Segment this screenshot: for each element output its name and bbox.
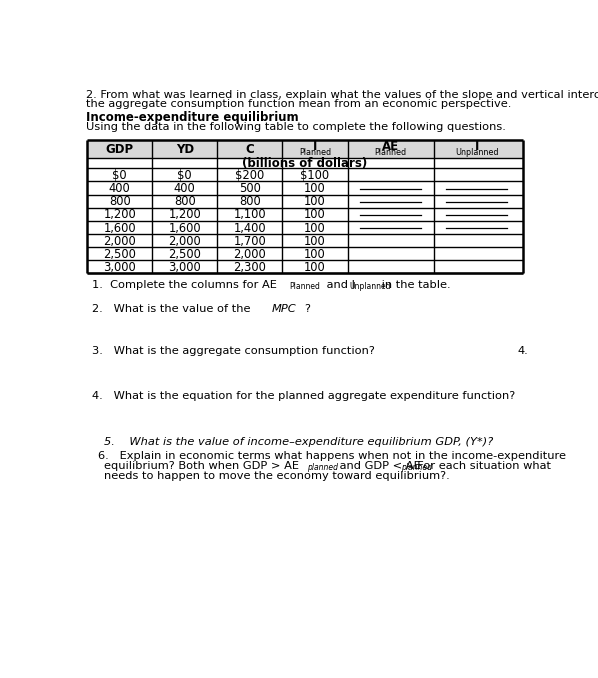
Text: (billions of dollars): (billions of dollars) — [242, 157, 368, 170]
Text: equilibrium? Both when GDP > AE: equilibrium? Both when GDP > AE — [104, 461, 299, 471]
Text: $0: $0 — [178, 170, 192, 182]
Text: $0: $0 — [112, 170, 127, 182]
Text: 2,000: 2,000 — [103, 235, 136, 247]
Text: 2,000: 2,000 — [169, 235, 201, 247]
Bar — [87, 140, 523, 157]
Text: 500: 500 — [239, 182, 261, 195]
Text: 2.   What is the value of the: 2. What is the value of the — [92, 304, 254, 314]
Text: 2,500: 2,500 — [103, 247, 136, 261]
Text: Unplanned: Unplanned — [455, 148, 498, 157]
Text: $100: $100 — [300, 170, 329, 182]
Text: 400: 400 — [174, 182, 196, 195]
Text: 1,200: 1,200 — [169, 208, 201, 222]
Text: 1,100: 1,100 — [234, 208, 266, 222]
Text: 4.: 4. — [517, 346, 528, 356]
Text: 800: 800 — [239, 195, 261, 208]
Text: Income-expenditure equilibrium: Income-expenditure equilibrium — [86, 111, 299, 123]
Text: 1,600: 1,600 — [169, 222, 201, 235]
Text: I: I — [474, 140, 479, 153]
Text: Planned: Planned — [374, 148, 407, 157]
Text: $200: $200 — [235, 170, 264, 182]
Text: YD: YD — [176, 143, 194, 156]
Text: 3,000: 3,000 — [103, 261, 136, 274]
Text: 5.    What is the value of income–expenditure equilibrium GDP, (Y*)?: 5. What is the value of income–expenditu… — [104, 437, 493, 447]
Text: 3.   What is the aggregate consumption function?: 3. What is the aggregate consumption fun… — [92, 346, 375, 356]
Text: 100: 100 — [304, 182, 326, 195]
Text: the aggregate consumption function mean from an economic perspective.: the aggregate consumption function mean … — [86, 99, 512, 109]
Text: Planned: Planned — [299, 148, 331, 157]
Text: 1,200: 1,200 — [103, 208, 136, 222]
Text: 100: 100 — [304, 261, 326, 274]
Text: planned: planned — [401, 462, 432, 471]
Text: 100: 100 — [304, 222, 326, 235]
Text: I: I — [313, 140, 317, 153]
Text: needs to happen to move the economy toward equilibrium?.: needs to happen to move the economy towa… — [104, 471, 450, 481]
Text: 800: 800 — [174, 195, 196, 208]
Text: 1.  Complete the columns for AE: 1. Complete the columns for AE — [92, 280, 277, 290]
Text: planned: planned — [307, 462, 338, 471]
Text: 3,000: 3,000 — [169, 261, 201, 274]
Text: AE: AE — [382, 140, 399, 153]
Text: 2,000: 2,000 — [234, 247, 266, 261]
Text: 4.   What is the equation for the planned aggregate expenditure function?: 4. What is the equation for the planned … — [92, 391, 515, 401]
Text: 100: 100 — [304, 195, 326, 208]
Text: GDP: GDP — [106, 143, 134, 156]
Text: 6.   Explain in economic terms what happens when not in the income-expenditure: 6. Explain in economic terms what happen… — [98, 451, 566, 461]
Text: Using the data in the following table to complete the following questions.: Using the data in the following table to… — [86, 122, 507, 132]
Text: and I: and I — [323, 280, 355, 290]
Text: 100: 100 — [304, 208, 326, 222]
Text: 800: 800 — [109, 195, 130, 208]
Text: Unplanned: Unplanned — [350, 281, 391, 291]
Text: Planned: Planned — [289, 281, 320, 291]
Text: 100: 100 — [304, 247, 326, 261]
Text: MPC: MPC — [271, 304, 296, 314]
Text: 2,300: 2,300 — [233, 261, 266, 274]
Text: 1,400: 1,400 — [234, 222, 266, 235]
Text: and GDP < AE: and GDP < AE — [337, 461, 421, 471]
Text: ?: ? — [304, 304, 310, 314]
Text: C: C — [246, 143, 254, 156]
Text: 1,600: 1,600 — [103, 222, 136, 235]
Text: 1,700: 1,700 — [234, 235, 266, 247]
Text: 2. From what was learned in class, explain what the values of the slope and vert: 2. From what was learned in class, expla… — [86, 89, 598, 100]
Text: 400: 400 — [109, 182, 130, 195]
Text: 100: 100 — [304, 235, 326, 247]
Text: 2,500: 2,500 — [169, 247, 202, 261]
Text: in the table.: in the table. — [378, 280, 450, 290]
Text: . For each situation what: . For each situation what — [410, 461, 551, 471]
